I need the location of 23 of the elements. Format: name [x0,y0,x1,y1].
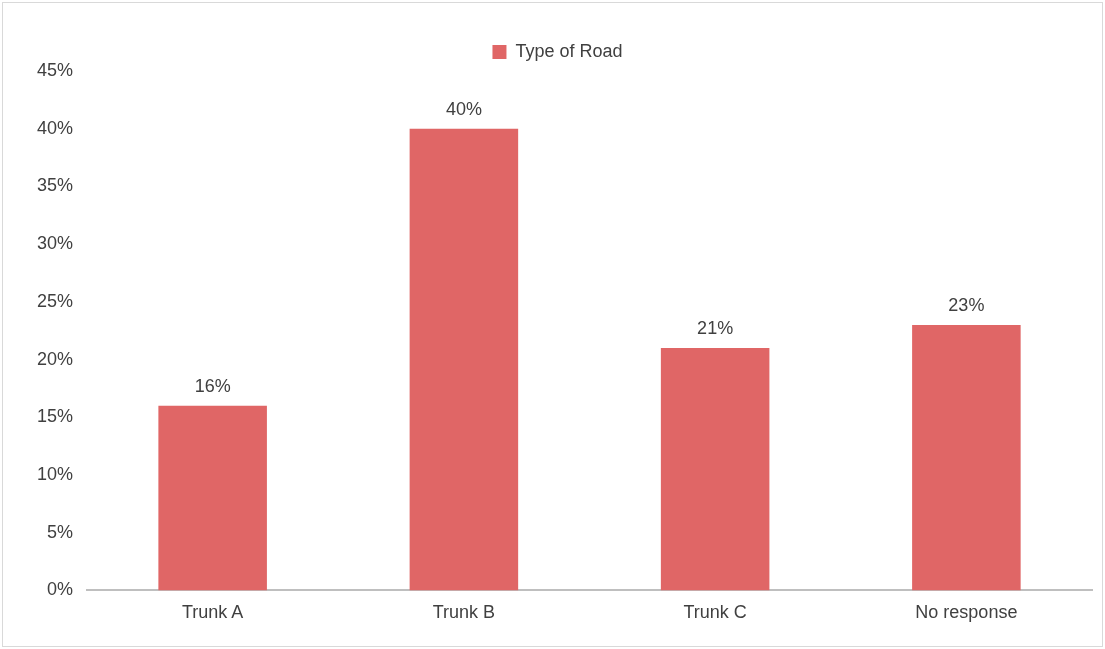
legend-label: Type of Road [515,40,623,61]
x-tick-label: Trunk C [683,602,747,623]
data-label: 16% [194,375,231,396]
y-tick-label: 0% [47,579,74,600]
y-tick-label: 10% [37,463,74,484]
data-label: 40% [445,98,482,119]
y-tick-label: 25% [37,290,74,311]
y-tick-label: 15% [37,406,74,427]
bar [158,405,267,591]
data-label: 21% [697,317,734,338]
x-tick-label: No response [915,602,1018,623]
x-tick-label: Trunk A [181,602,244,623]
y-tick-label: 40% [37,117,74,138]
y-tick-label: 5% [47,521,74,542]
bar [660,348,770,591]
y-tick-label: 45% [37,59,74,80]
data-label: 23% [948,294,985,315]
bar [912,324,1021,591]
y-tick-label: 35% [37,175,74,196]
y-tick-label: 30% [37,233,74,254]
bar [409,128,519,591]
x-tick-label: Trunk B [432,602,496,623]
y-tick-label: 20% [37,348,74,369]
